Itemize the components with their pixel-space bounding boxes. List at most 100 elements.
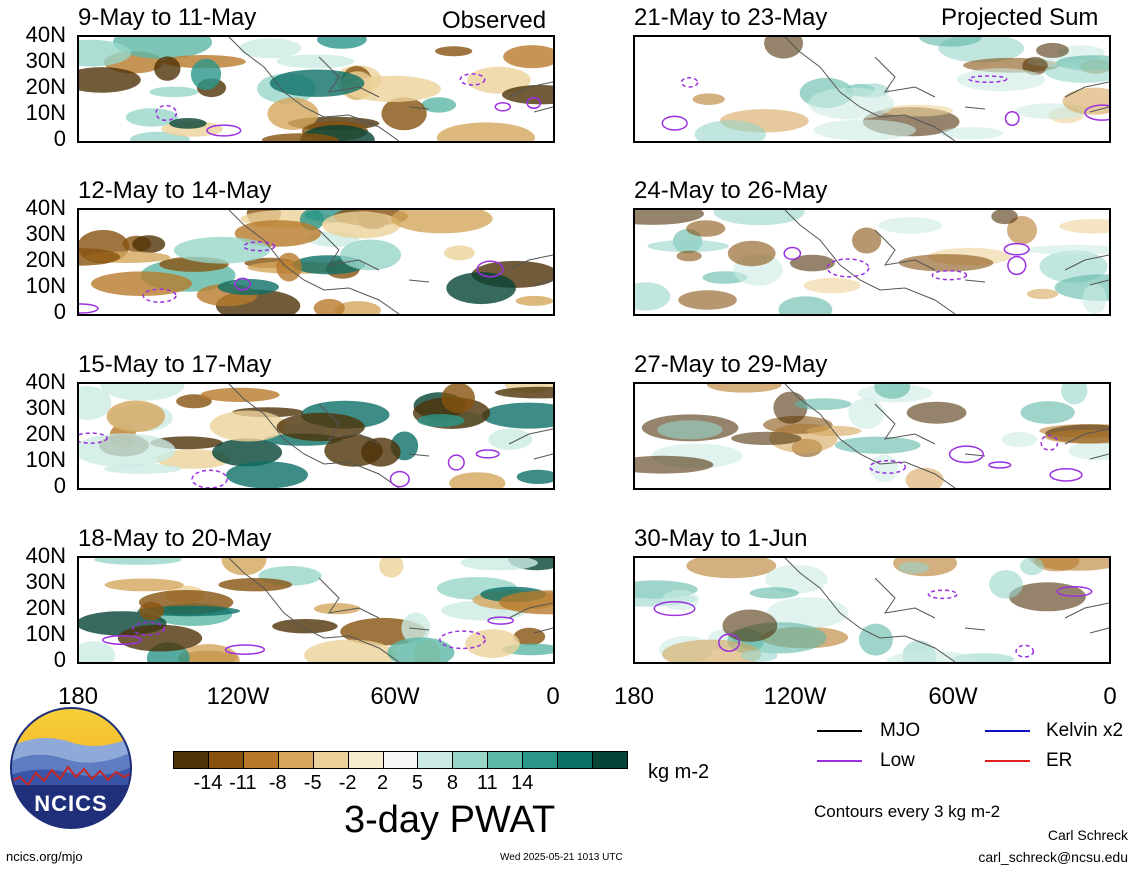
colorbar-label: -11 [229,772,257,794]
low-contour [1015,644,1035,658]
colorbar-label: -14 [193,772,223,794]
colorbar-label: -5 [303,772,322,794]
low-contour [718,633,740,652]
anomaly-patch [878,217,943,234]
anomaly-patch [1026,288,1059,300]
anomaly-patch [269,69,365,97]
low-contour [494,102,512,112]
map-plot-2 [77,208,555,316]
anomaly-patch [467,66,531,94]
low-contour [447,454,465,471]
anomaly-patch [886,651,977,662]
legend-swatch-er [985,760,1030,762]
anomaly-patch [106,400,165,433]
low-contour [79,303,99,314]
anomaly-patch [446,272,516,305]
colorbar-label: -2 [338,772,357,794]
low-contour [988,461,1012,469]
anomaly-patch [79,386,112,420]
x-tick-60w: 60W [928,683,978,710]
y-tick-label: 0 [53,647,66,672]
y-tick-label: 0 [53,126,66,151]
map-plot-8 [633,556,1111,664]
anomaly-patch [773,391,808,424]
anomaly-patch [103,463,182,474]
legend-swatch-kelvin [985,730,1030,732]
anomaly-patch [848,397,885,429]
coastline [784,37,1109,141]
map-plot-5 [633,35,1111,143]
low-contour [132,621,165,636]
anomaly-patch [379,558,404,578]
anomaly-patch [176,394,212,409]
anomaly-patch [218,578,293,592]
panel-title: 21-May to 23-May [634,4,828,31]
anomaly-patch [465,629,520,658]
anomaly-patch [731,431,802,445]
anomaly-patch [661,589,699,611]
anomaly-patch [713,210,805,226]
y-tick-label: 40N [25,22,66,47]
colorbar-label: 8 [446,772,458,794]
colorbar-units: kg m-2 [648,761,710,783]
anomaly-patch [209,410,287,442]
low-contour [389,470,410,488]
x-tick-0: 0 [1103,683,1117,710]
anomaly-patch [940,127,1003,140]
low-contour [243,241,276,252]
anomaly-patch [1082,283,1107,314]
colorbar-swatch [417,751,454,769]
panel-title: 30-May to 1-Jun [634,525,808,552]
anomaly-patch [276,412,365,442]
anomaly-patch [212,438,283,467]
map-plot-3 [77,382,555,490]
anomaly-patch [132,235,166,254]
footer-timestamp: Wed 2025-05-21 1013 UTC [500,852,623,863]
colorbar-swatch [312,751,349,769]
y-tick-label: 40N [25,543,66,568]
low-contour [869,460,907,474]
panel-title: 27-May to 29-May [634,351,828,378]
low-contour [783,246,802,261]
anomaly-patch [803,277,861,294]
y-tick-label: 20N [25,247,66,272]
coastline [228,384,553,488]
map-plot-7 [633,382,1111,490]
y-tick-label: 40N [25,195,66,220]
low-contour [155,104,178,122]
x-tick-60w: 60W [370,683,420,710]
anomaly-patch [808,87,895,120]
anomaly-patch [1044,59,1109,83]
colorbar-swatch [522,751,559,769]
anomaly-patch [1062,87,1109,115]
panel-title: 15-May to 17-May [78,351,272,378]
anomaly-patch [635,282,671,311]
anomaly-patch [1020,401,1075,424]
coastline [228,210,553,314]
anomaly-patch [324,434,383,467]
contour-note: Contours every 3 kg m-2 [814,802,1001,821]
coastline [784,384,1109,488]
anomaly-patch [516,469,553,484]
anomaly-patch [957,68,1045,92]
anomaly-patch [1026,244,1109,255]
anomaly-patch [391,210,493,234]
anomaly-patch [154,56,181,81]
anomaly-patch [494,386,553,399]
legend-label-low: Low [880,750,915,771]
footer-url: ncics.org/mjo [6,849,83,864]
map-plot-6 [633,208,1111,316]
y-tick-label: 30N [25,395,66,420]
anomaly-patch [344,75,442,102]
x-tick-0: 0 [546,683,560,710]
legend-label-mjo: MJO [880,720,921,741]
anomaly-patch [173,236,271,264]
low-contour [948,445,984,464]
anomaly-patch [272,619,338,634]
anomaly-patch [678,290,737,310]
anomaly-patch [79,67,141,93]
anomaly-patch [313,298,345,314]
anomaly-patch [707,384,782,393]
low-contour [1003,242,1030,256]
anomaly-patch [177,644,240,662]
